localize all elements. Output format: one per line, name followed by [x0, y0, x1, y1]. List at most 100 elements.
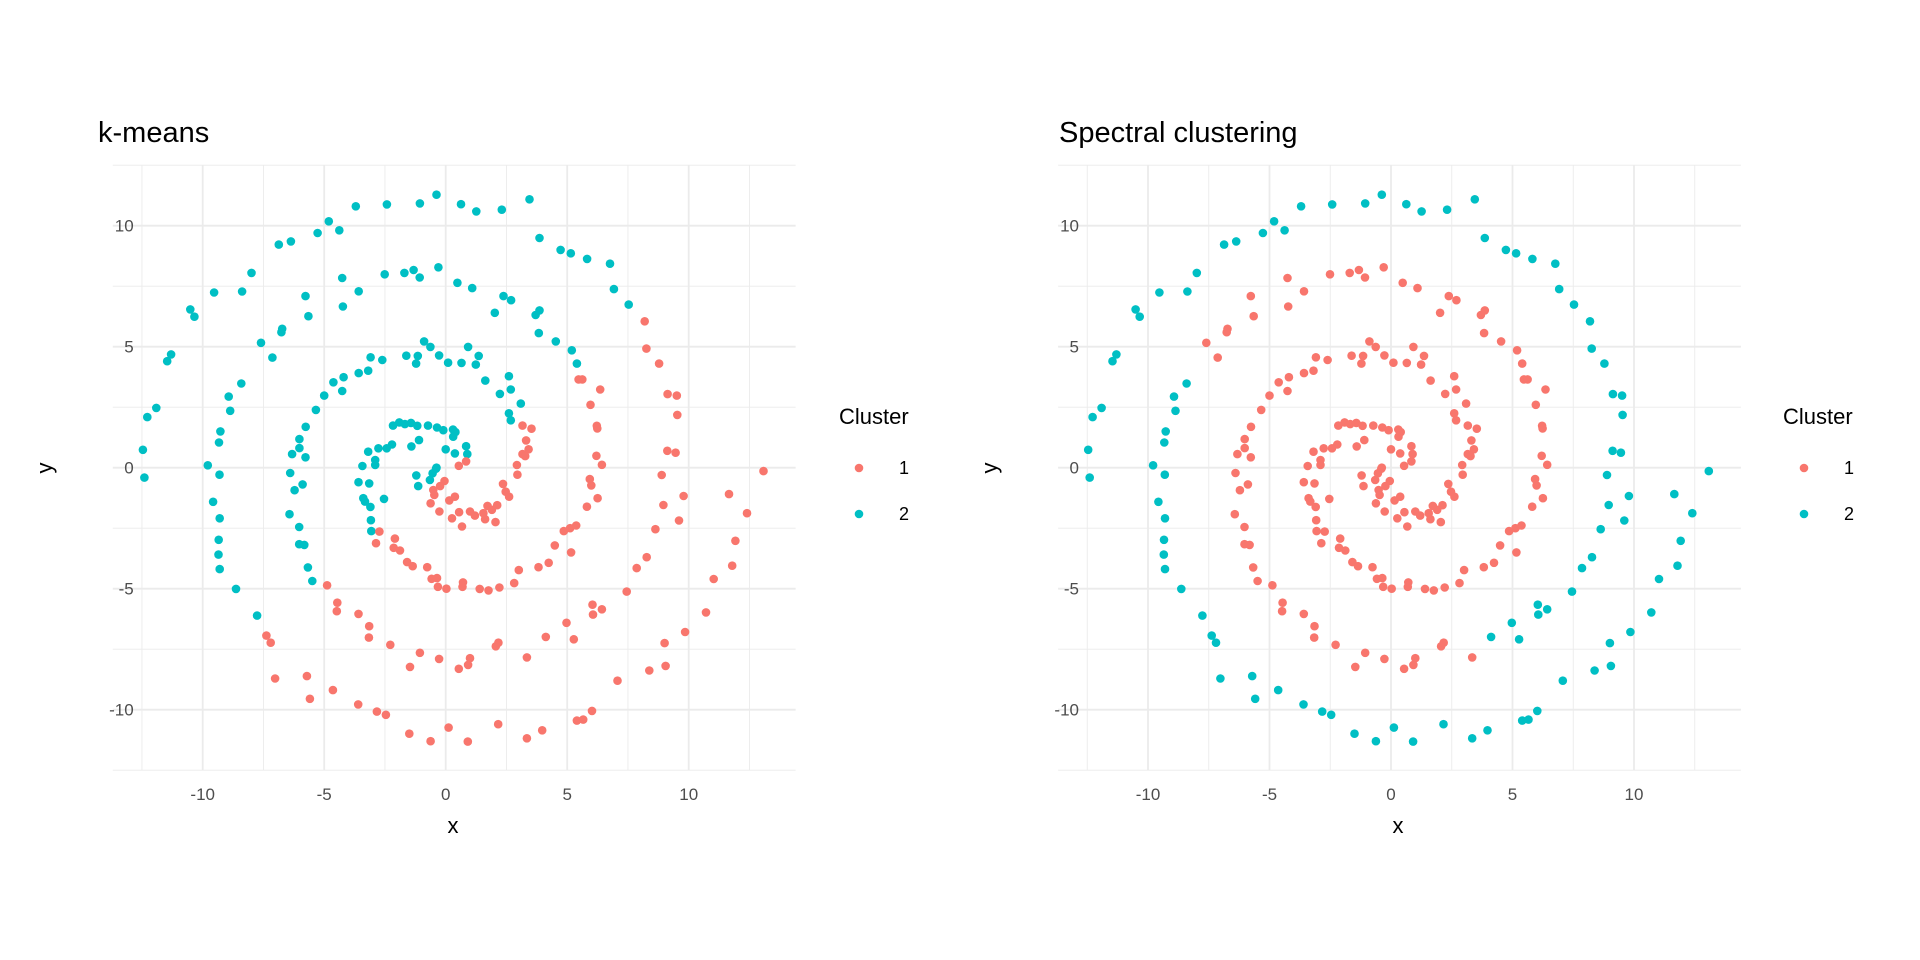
- point-cluster-1: [1436, 517, 1446, 527]
- x-axis-title: x: [1393, 813, 1404, 838]
- point-cluster-2: [1108, 356, 1117, 366]
- point-cluster-1: [1451, 416, 1461, 425]
- point-cluster-2: [415, 273, 425, 282]
- point-cluster-1: [1463, 421, 1473, 430]
- point-cluster-1: [426, 736, 435, 746]
- point-cluster-1: [640, 317, 649, 326]
- point-cluster-2: [497, 205, 507, 214]
- point-cluster-2: [1704, 466, 1714, 476]
- x-tick-label: 5: [1508, 785, 1517, 804]
- point-cluster-2: [1171, 406, 1180, 416]
- point-cluster-1: [1457, 460, 1467, 470]
- point-cluster-2: [339, 372, 348, 382]
- point-cluster-2: [439, 425, 448, 435]
- point-cluster-2: [1608, 446, 1617, 456]
- point-cluster-1: [1377, 464, 1386, 474]
- point-cluster-1: [1378, 573, 1387, 583]
- point-cluster-2: [301, 291, 310, 301]
- point-cluster-2: [605, 259, 615, 269]
- point-cluster-1: [405, 662, 415, 672]
- point-cluster-2: [534, 328, 544, 338]
- point-cluster-1: [1409, 342, 1418, 352]
- point-cluster-1: [447, 514, 457, 523]
- point-cluster-2: [609, 284, 619, 294]
- point-cluster-2: [1183, 287, 1192, 296]
- point-cluster-1: [1387, 584, 1396, 593]
- point-cluster-2: [1269, 217, 1279, 226]
- point-cluster-2: [1626, 627, 1635, 637]
- point-cluster-1: [513, 470, 522, 480]
- point-cluster-2: [1317, 707, 1327, 716]
- point-cluster-1: [524, 445, 533, 454]
- point-cluster-2: [152, 403, 161, 413]
- point-cluster-2: [1467, 734, 1477, 743]
- point-cluster-1: [1429, 586, 1439, 595]
- point-cluster-1: [1310, 479, 1319, 488]
- point-cluster-1: [1359, 481, 1368, 491]
- point-cluster-1: [322, 581, 332, 590]
- point-cluster-2: [295, 434, 304, 444]
- point-cluster-1: [1449, 371, 1459, 381]
- point-cluster-1: [1398, 278, 1407, 288]
- legend-title: Cluster: [839, 404, 909, 429]
- y-axis-title: y: [32, 463, 57, 474]
- point-cluster-1: [672, 391, 682, 400]
- point-cluster-2: [285, 509, 294, 519]
- point-cluster-1: [1403, 522, 1412, 531]
- point-cluster-1: [592, 451, 601, 461]
- point-cluster-1: [597, 460, 607, 470]
- point-cluster-1: [422, 562, 432, 572]
- point-cluster-2: [506, 295, 516, 305]
- point-cluster-2: [379, 494, 389, 504]
- point-cluster-2: [414, 435, 424, 445]
- point-cluster-1: [1452, 295, 1461, 305]
- point-cluster-2: [407, 442, 416, 451]
- point-cluster-1: [302, 671, 312, 681]
- point-cluster-2: [431, 464, 441, 474]
- point-cluster-2: [1676, 536, 1685, 546]
- x-tick-label: -5: [317, 785, 332, 804]
- point-cluster-1: [491, 517, 500, 527]
- point-cluster-1: [1538, 424, 1547, 433]
- point-cluster-1: [461, 457, 471, 466]
- point-cluster-1: [1407, 457, 1416, 466]
- point-cluster-2: [402, 351, 411, 361]
- point-cluster-1: [1316, 460, 1325, 470]
- point-cluster-1: [1311, 353, 1321, 362]
- point-cluster-1: [1299, 609, 1309, 619]
- point-cluster-2: [1567, 587, 1577, 596]
- point-cluster-1: [1323, 355, 1332, 365]
- point-cluster-2: [411, 359, 421, 368]
- point-cluster-1: [1283, 302, 1293, 311]
- point-cluster-2: [1160, 514, 1170, 523]
- point-cluster-1: [522, 653, 532, 662]
- legend-key-1: [1799, 463, 1809, 473]
- point-cluster-1: [1278, 598, 1287, 607]
- point-cluster-2: [366, 515, 376, 525]
- point-cluster-2: [1296, 202, 1306, 211]
- point-cluster-2: [1327, 200, 1337, 209]
- point-cluster-1: [1253, 576, 1262, 586]
- point-cluster-2: [140, 473, 149, 482]
- point-cluster-2: [303, 563, 313, 572]
- legend-key-2: [854, 509, 864, 519]
- point-cluster-1: [701, 608, 711, 617]
- point-cluster-2: [1159, 535, 1169, 545]
- point-cluster-2: [504, 409, 514, 418]
- point-cluster-1: [550, 541, 560, 550]
- point-cluster-2: [190, 312, 199, 322]
- point-cluster-1: [1311, 502, 1320, 512]
- legend-key-1: [854, 463, 864, 473]
- point-cluster-1: [1230, 509, 1240, 519]
- point-cluster-2: [166, 350, 176, 359]
- point-cluster-1: [1541, 385, 1550, 394]
- point-cluster-2: [208, 497, 218, 507]
- point-cluster-2: [304, 311, 313, 321]
- point-cluster-2: [1533, 600, 1543, 609]
- point-cluster-2: [313, 228, 322, 238]
- point-cluster-2: [535, 306, 544, 315]
- point-cluster-1: [1440, 583, 1449, 592]
- point-cluster-1: [463, 660, 473, 670]
- point-cluster-1: [569, 635, 579, 644]
